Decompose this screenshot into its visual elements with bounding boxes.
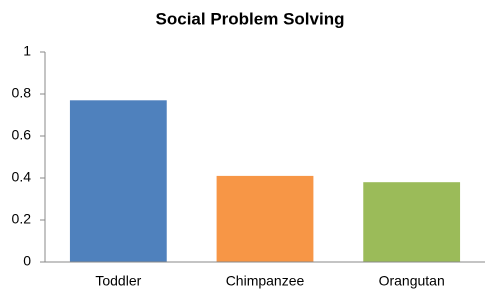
- bar: [69, 100, 167, 262]
- bar: [363, 182, 461, 262]
- chart-title: Social Problem Solving: [156, 9, 345, 28]
- y-tick-label: 0.8: [12, 85, 32, 101]
- y-tick-label: 0.6: [12, 127, 32, 143]
- y-tick-label: 1: [23, 43, 31, 59]
- x-tick-label: Chimpanzee: [226, 273, 305, 289]
- y-tick-label: 0: [23, 253, 31, 269]
- bar: [216, 175, 314, 262]
- x-tick-label: Orangutan: [379, 273, 445, 289]
- y-tick-label: 0.4: [12, 169, 32, 185]
- y-tick-label: 0.2: [12, 211, 32, 227]
- x-tick-label: Toddler: [95, 273, 141, 289]
